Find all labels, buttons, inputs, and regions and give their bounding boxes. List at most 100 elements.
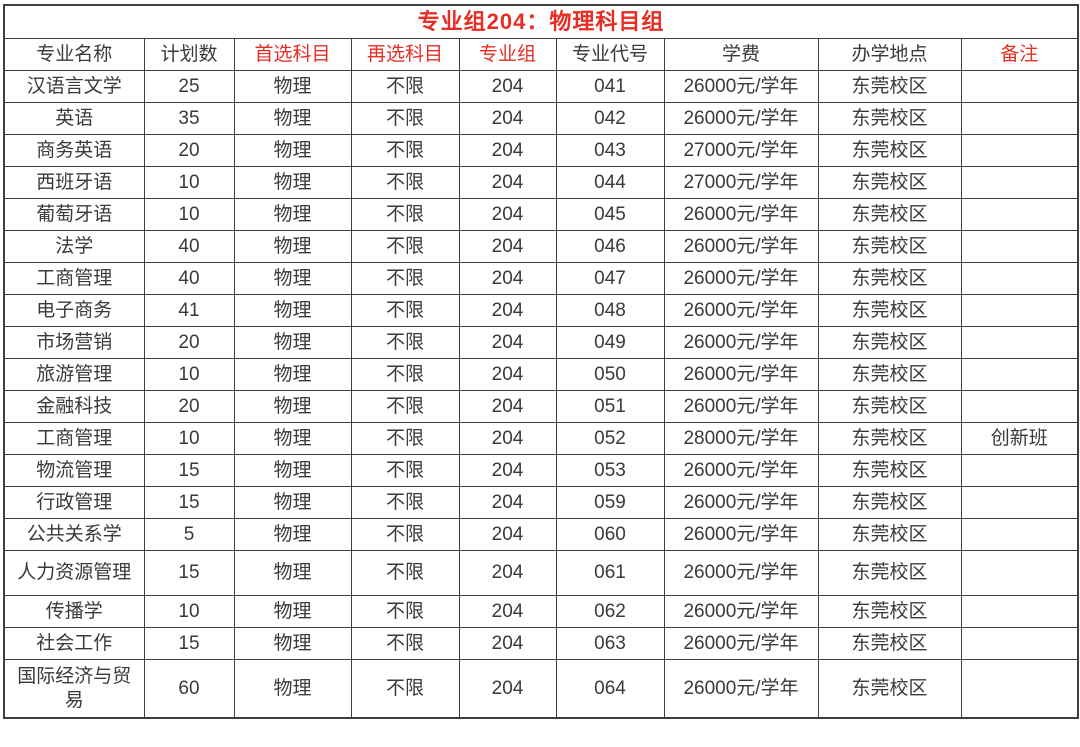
cell-second_subject: 不限	[350, 627, 460, 660]
cell-group: 204	[458, 659, 557, 719]
cell-group: 204	[458, 102, 557, 135]
cell-code: 047	[555, 262, 665, 295]
cell-second_subject: 不限	[350, 390, 460, 423]
cell-first_subject: 物理	[233, 422, 352, 455]
column-header-tuition: 学费	[663, 38, 819, 71]
cell-plan: 10	[143, 595, 235, 628]
column-header-code: 专业代号	[555, 38, 665, 71]
cell-plan: 15	[143, 627, 235, 660]
cell-plan: 20	[143, 326, 235, 359]
cell-second_subject: 不限	[350, 659, 460, 719]
cell-location: 东莞校区	[817, 486, 962, 519]
cell-remark	[960, 294, 1079, 327]
cell-group: 204	[458, 486, 557, 519]
cell-major: 工商管理	[3, 262, 145, 295]
cell-second_subject: 不限	[350, 422, 460, 455]
cell-first_subject: 物理	[233, 326, 352, 359]
cell-tuition: 26000元/学年	[663, 486, 819, 519]
cell-plan: 15	[143, 486, 235, 519]
cell-first_subject: 物理	[233, 659, 352, 719]
cell-tuition: 26000元/学年	[663, 390, 819, 423]
cell-first_subject: 物理	[233, 550, 352, 596]
cell-first_subject: 物理	[233, 454, 352, 487]
cell-second_subject: 不限	[350, 595, 460, 628]
cell-major: 工商管理	[3, 422, 145, 455]
cell-group: 204	[458, 230, 557, 263]
cell-code: 046	[555, 230, 665, 263]
cell-tuition: 26000元/学年	[663, 659, 819, 719]
cell-group: 204	[458, 454, 557, 487]
cell-code: 062	[555, 595, 665, 628]
cell-location: 东莞校区	[817, 230, 962, 263]
cell-code: 041	[555, 70, 665, 103]
cell-location: 东莞校区	[817, 102, 962, 135]
table-row: 商务英语 20 物理 不限 204 043 27000元/学年 东莞校区	[3, 134, 1079, 167]
cell-plan: 40	[143, 230, 235, 263]
table-body: 汉语言文学 25 物理 不限 204 041 26000元/学年 东莞校区 英语 35 物理 不限 20…	[3, 70, 1079, 719]
cell-first_subject: 物理	[233, 70, 352, 103]
column-header-remark: 备注	[960, 38, 1079, 71]
table-row: 电子商务 41 物理 不限 204 048 26000元/学年 东莞校区	[3, 294, 1079, 327]
cell-second_subject: 不限	[350, 518, 460, 551]
cell-remark	[960, 70, 1079, 103]
cell-code: 060	[555, 518, 665, 551]
cell-location: 东莞校区	[817, 454, 962, 487]
cell-tuition: 26000元/学年	[663, 102, 819, 135]
cell-second_subject: 不限	[350, 134, 460, 167]
cell-group: 204	[458, 294, 557, 327]
cell-location: 东莞校区	[817, 358, 962, 391]
cell-major: 传播学	[3, 595, 145, 628]
cell-major: 行政管理	[3, 486, 145, 519]
cell-major: 葡萄牙语	[3, 198, 145, 231]
cell-first_subject: 物理	[233, 518, 352, 551]
table-title-row: 专业组204：物理科目组	[3, 4, 1079, 39]
table-row: 法学 40 物理 不限 204 046 26000元/学年 东莞校区	[3, 230, 1079, 263]
cell-first_subject: 物理	[233, 230, 352, 263]
cell-first_subject: 物理	[233, 134, 352, 167]
cell-plan: 20	[143, 390, 235, 423]
cell-second_subject: 不限	[350, 326, 460, 359]
cell-remark	[960, 627, 1079, 660]
table-row: 市场营销 20 物理 不限 204 049 26000元/学年 东莞校区	[3, 326, 1079, 359]
cell-tuition: 28000元/学年	[663, 422, 819, 455]
cell-major: 公共关系学	[3, 518, 145, 551]
cell-tuition: 26000元/学年	[663, 454, 819, 487]
cell-location: 东莞校区	[817, 134, 962, 167]
cell-major: 电子商务	[3, 294, 145, 327]
cell-major: 法学	[3, 230, 145, 263]
table-row: 公共关系学 5 物理 不限 204 060 26000元/学年 东莞校区	[3, 518, 1079, 551]
cell-group: 204	[458, 627, 557, 660]
cell-remark	[960, 166, 1079, 199]
cell-major: 汉语言文学	[3, 70, 145, 103]
cell-location: 东莞校区	[817, 70, 962, 103]
cell-plan: 15	[143, 550, 235, 596]
cell-remark	[960, 659, 1079, 719]
cell-location: 东莞校区	[817, 326, 962, 359]
cell-first_subject: 物理	[233, 166, 352, 199]
cell-plan: 10	[143, 422, 235, 455]
cell-group: 204	[458, 198, 557, 231]
cell-code: 044	[555, 166, 665, 199]
cell-major: 英语	[3, 102, 145, 135]
table-row: 传播学 10 物理 不限 204 062 26000元/学年 东莞校区	[3, 595, 1079, 628]
table-row: 金融科技 20 物理 不限 204 051 26000元/学年 东莞校区	[3, 390, 1079, 423]
cell-plan: 20	[143, 134, 235, 167]
column-header-plan: 计划数	[143, 38, 235, 71]
cell-group: 204	[458, 326, 557, 359]
cell-location: 东莞校区	[817, 166, 962, 199]
cell-code: 052	[555, 422, 665, 455]
table-row: 工商管理 10 物理 不限 204 052 28000元/学年 东莞校区 创新班	[3, 422, 1079, 455]
cell-group: 204	[458, 595, 557, 628]
cell-major: 物流管理	[3, 454, 145, 487]
cell-second_subject: 不限	[350, 294, 460, 327]
cell-plan: 35	[143, 102, 235, 135]
cell-code: 045	[555, 198, 665, 231]
cell-second_subject: 不限	[350, 358, 460, 391]
cell-location: 东莞校区	[817, 390, 962, 423]
cell-remark	[960, 102, 1079, 135]
table-header-row: 专业名称 计划数 首选科目 再选科目 专业组 专业代号 学费 办学地点 备注	[3, 38, 1079, 71]
cell-code: 043	[555, 134, 665, 167]
cell-location: 东莞校区	[817, 595, 962, 628]
cell-location: 东莞校区	[817, 262, 962, 295]
